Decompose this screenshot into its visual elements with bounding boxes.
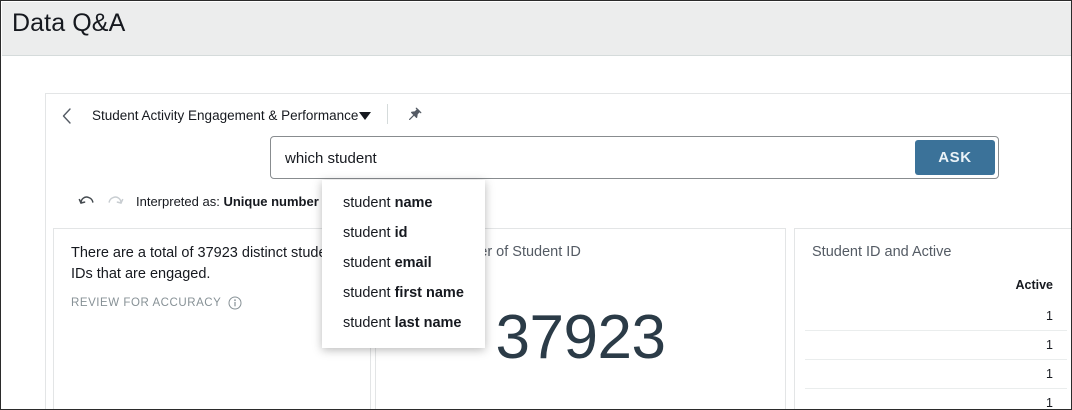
table-cell-active: 1 <box>936 330 1067 360</box>
page-title: Data Q&A <box>12 9 126 37</box>
interpretation-row: Interpreted as: Unique number of <box>46 189 1071 215</box>
topic-bar: Student Activity Engagement & Performanc… <box>46 94 1071 140</box>
info-circle-icon[interactable] <box>228 296 242 310</box>
insight-card: There are a total of 37923 distinct stud… <box>53 228 371 409</box>
qna-panel: Student Activity Engagement & Performanc… <box>45 93 1071 409</box>
suggestion-item[interactable]: student email <box>322 248 485 278</box>
suggestion-prefix: student <box>343 285 395 301</box>
search-input[interactable] <box>283 137 907 180</box>
interpretation-text: Interpreted as: Unique number of <box>136 194 335 209</box>
table-card: Student ID and Active Active 1 <box>794 228 1071 409</box>
suggestion-prefix: student <box>343 255 395 271</box>
interpretation-phrase: Unique number of <box>223 194 335 209</box>
table-header-row: Active <box>805 274 1067 302</box>
question-search-box[interactable]: ASK <box>270 136 999 180</box>
topic-name[interactable]: Student Activity Engagement & Performanc… <box>92 108 359 123</box>
kpi-card-value: 37923 <box>495 303 666 372</box>
table-row[interactable]: 1 <box>805 388 1067 409</box>
suggestion-prefix: student <box>343 315 395 331</box>
table-row[interactable]: 1 <box>805 359 1067 389</box>
table-row[interactable]: 1 <box>805 330 1067 360</box>
table-cell-active: 1 <box>936 388 1067 409</box>
suggestion-prefix: student <box>343 195 395 211</box>
chevron-down-icon[interactable] <box>359 112 371 120</box>
table-cell-blank <box>805 388 936 409</box>
table-body: 1 1 1 1 <box>805 302 1067 409</box>
suggestion-item[interactable]: student id <box>322 218 485 248</box>
answer-cards-row: There are a total of 37923 distinct stud… <box>46 228 1071 409</box>
undo-icon[interactable] <box>76 191 98 213</box>
suggestion-item[interactable]: student last name <box>322 308 485 338</box>
suggestion-bold: last name <box>394 315 462 331</box>
table-cell-blank <box>805 359 936 389</box>
review-label: REVIEW FOR ACCURACY <box>71 297 222 309</box>
student-active-table: Active 1 1 1 <box>805 274 1067 409</box>
insight-text: There are a total of 37923 distinct stud… <box>71 245 339 282</box>
table-cell-blank <box>805 302 936 331</box>
pin-icon[interactable] <box>404 105 424 125</box>
review-for-accuracy[interactable]: REVIEW FOR ACCURACY <box>71 296 242 310</box>
toolbar-divider <box>387 104 388 124</box>
suggestion-item[interactable]: student name <box>322 188 485 218</box>
table-col-blank <box>805 274 936 302</box>
suggestion-bold: email <box>394 255 432 271</box>
interpretation-prefix: Interpreted as: <box>136 194 224 209</box>
suggestion-prefix: student <box>343 225 395 241</box>
ask-button[interactable]: ASK <box>915 140 995 175</box>
table-row[interactable]: 1 <box>805 302 1067 331</box>
table-cell-active: 1 <box>936 359 1067 389</box>
table-col-active: Active <box>1015 278 1053 292</box>
suggestion-bold: first name <box>394 285 464 301</box>
table-cell-blank <box>805 330 936 360</box>
redo-icon[interactable] <box>104 191 126 213</box>
back-chevron-icon[interactable] <box>56 105 78 127</box>
table-cell-active: 1 <box>936 302 1067 331</box>
suggestion-item[interactable]: student first name <box>322 278 485 308</box>
page-header: Data Q&A <box>2 2 1071 56</box>
suggestion-bold: id <box>394 225 408 241</box>
suggestion-bold: name <box>394 195 433 211</box>
suggestions-dropdown: student name student id student email st… <box>322 180 485 348</box>
table-card-title: Student ID and Active <box>812 244 952 260</box>
